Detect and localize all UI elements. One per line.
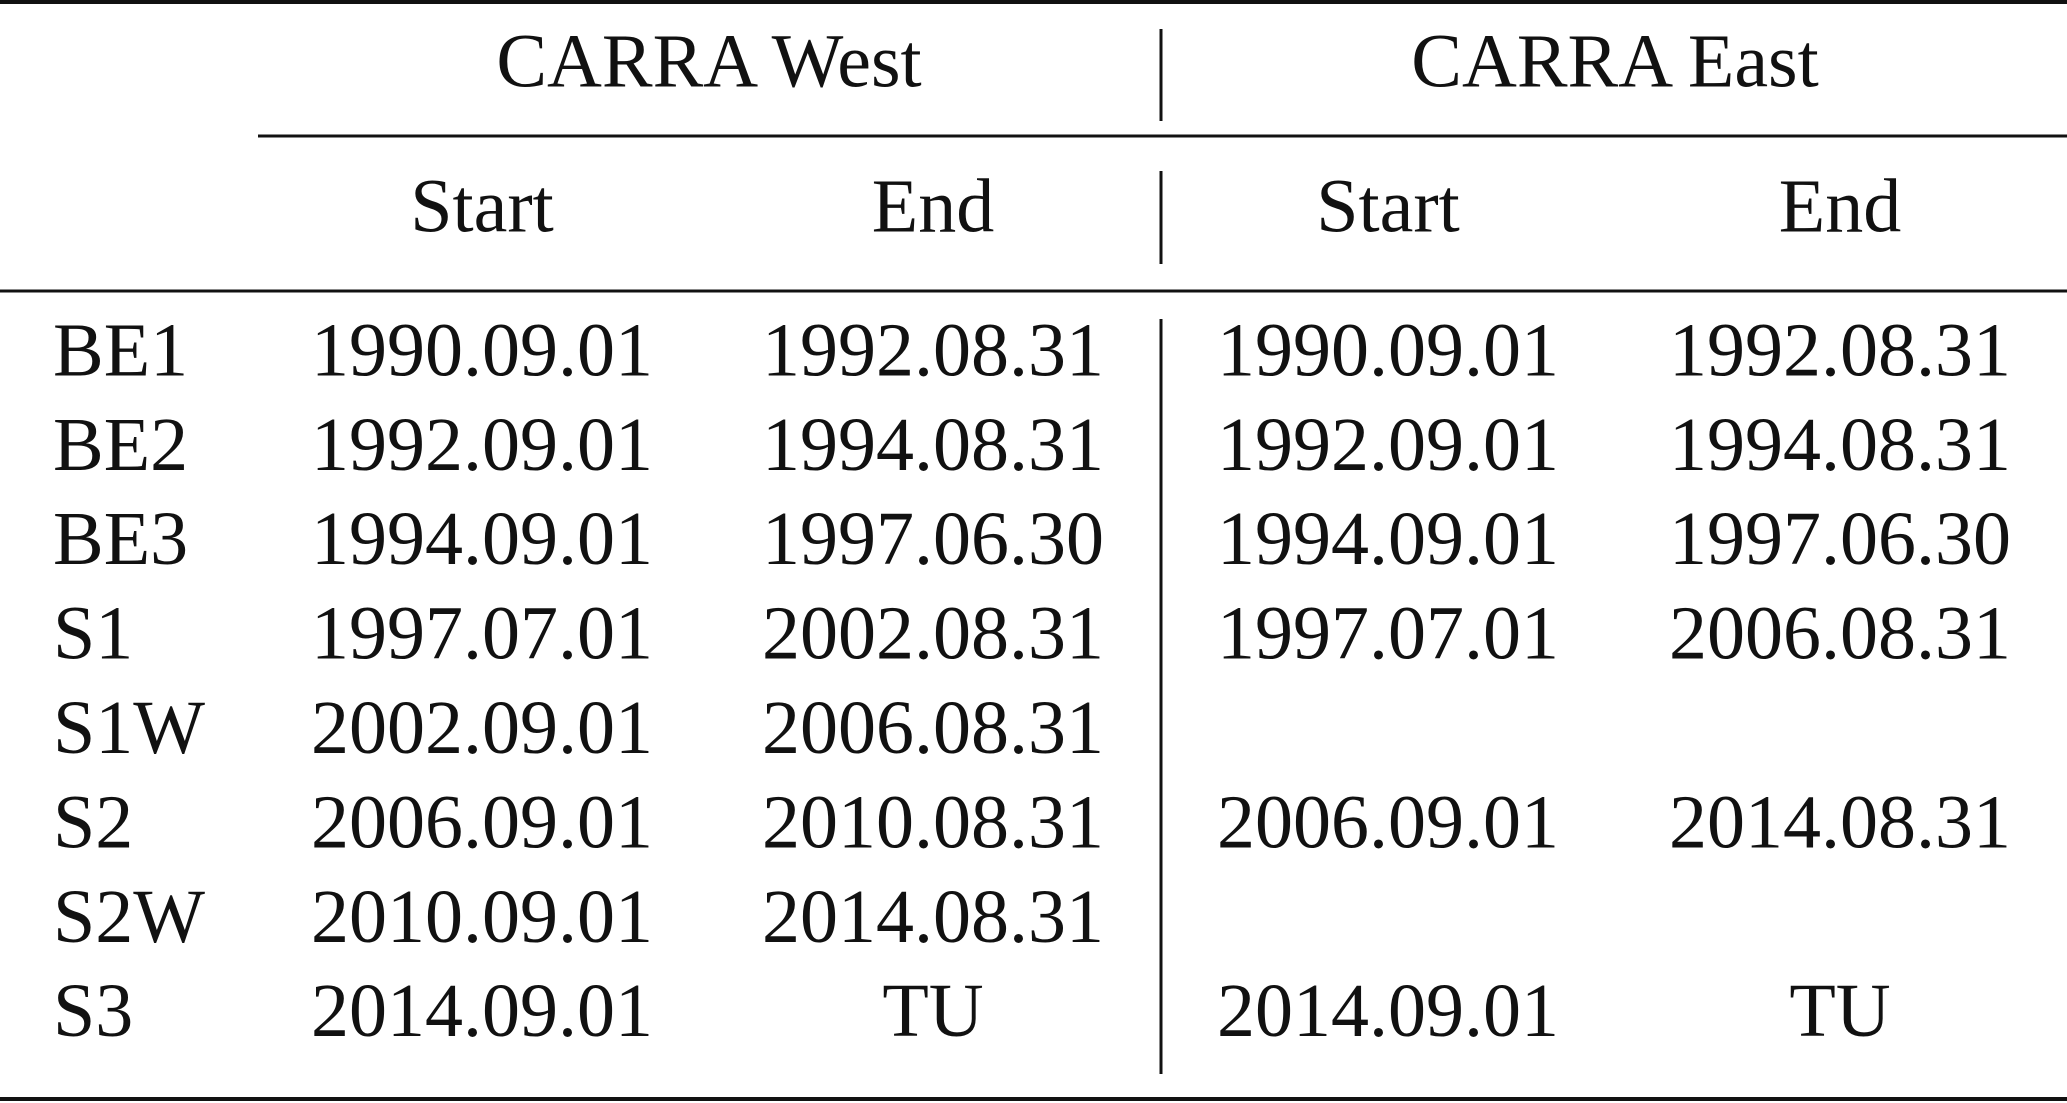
row-label: BE1 — [53, 308, 188, 392]
cell: 1997.07.01 — [311, 592, 653, 676]
cell: 1994.08.31 — [1669, 403, 2011, 487]
row-label: S2 — [53, 780, 133, 864]
cell: 2006.08.31 — [762, 686, 1104, 770]
cell: 1994.09.01 — [311, 497, 653, 581]
cell: 2014.09.01 — [1217, 969, 1559, 1053]
group-header: CARRA East — [1411, 19, 1819, 103]
row-label: S3 — [53, 969, 133, 1053]
cell: 1992.08.31 — [762, 308, 1104, 392]
cell: 1997.06.30 — [762, 497, 1104, 581]
cell: 2002.09.01 — [311, 686, 653, 770]
cell: 1997.06.30 — [1669, 497, 2011, 581]
cell: 2014.08.31 — [1669, 780, 2011, 864]
row-label: S1W — [53, 686, 205, 770]
cell: TU — [1789, 969, 1890, 1053]
cell: 1992.09.01 — [311, 403, 653, 487]
cell: 2014.08.31 — [762, 875, 1104, 959]
cell: 2006.09.01 — [311, 780, 653, 864]
group-header: CARRA West — [496, 19, 921, 103]
cell: 1992.08.31 — [1669, 308, 2011, 392]
cell: 1994.09.01 — [1217, 497, 1559, 581]
cell: 1992.09.01 — [1217, 403, 1559, 487]
column-header: End — [1779, 164, 1901, 248]
row-label: S1 — [53, 592, 133, 676]
cell: 1994.08.31 — [762, 403, 1104, 487]
cell: 2010.09.01 — [311, 875, 653, 959]
row-label: BE3 — [53, 497, 188, 581]
row-label: BE2 — [53, 403, 188, 487]
cell: 2002.08.31 — [762, 592, 1104, 676]
cell: TU — [882, 969, 983, 1053]
cell: 1990.09.01 — [311, 308, 653, 392]
cell: 2006.08.31 — [1669, 592, 2011, 676]
cell: 2014.09.01 — [311, 969, 653, 1053]
cell: 1997.07.01 — [1217, 592, 1559, 676]
cell: 1990.09.01 — [1217, 308, 1559, 392]
row-label: S2W — [53, 875, 205, 959]
cell: 2010.08.31 — [762, 780, 1104, 864]
column-header: Start — [1316, 164, 1460, 248]
column-header: Start — [410, 164, 554, 248]
column-header: End — [872, 164, 994, 248]
cell: 2006.09.01 — [1217, 780, 1559, 864]
